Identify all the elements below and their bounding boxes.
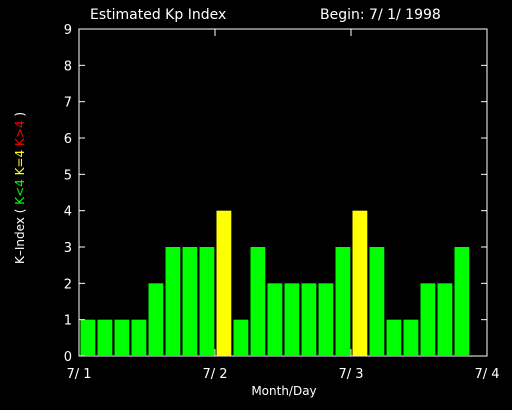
x-tick-label: 7/ 3: [338, 367, 363, 382]
kp-bar: [250, 247, 266, 356]
y-tick-label: 1: [64, 314, 72, 329]
kp-bar: [420, 283, 436, 356]
y-tick-label: 5: [64, 168, 72, 183]
kp-bar: [301, 283, 317, 356]
kp-bar: [80, 319, 96, 356]
kp-bar: [437, 283, 453, 356]
x-axis-label: Month/Day: [251, 384, 316, 398]
y-axis-label-part: K=4: [13, 150, 27, 179]
y-axis-label-part: K–Index (: [13, 209, 27, 264]
y-axis-label-part: K>4: [13, 120, 27, 149]
kp-bar: [369, 247, 385, 356]
kp-bar: [318, 283, 334, 356]
y-tick-label: 2: [64, 277, 72, 292]
y-tick-label: 3: [64, 241, 72, 256]
kp-bar: [148, 283, 164, 356]
plot-frame: [78, 28, 488, 357]
y-axis-label: K–Index ( K<4 K=4 K>4 ): [13, 112, 27, 264]
kp-bar: [454, 247, 470, 356]
kp-bar: [335, 247, 351, 356]
begin-date-label: Begin: 7/ 1/ 1998: [320, 7, 441, 23]
chart-title: Estimated Kp Index: [90, 7, 226, 23]
kp-bar: [131, 319, 147, 356]
kp-bar: [284, 283, 300, 356]
kp-bar: [182, 247, 198, 356]
y-tick-label: 8: [64, 59, 72, 74]
kp-bar: [199, 247, 215, 356]
x-tick-label: 7/ 1: [66, 367, 91, 382]
x-tick-label: 7/ 2: [202, 367, 227, 382]
kp-bar: [352, 210, 368, 356]
kp-bar: [267, 283, 283, 356]
x-axis: 7/ 1 7/ 2 7/ 3 7/ 4: [66, 29, 500, 382]
y-tick-label: 4: [64, 205, 72, 220]
y-axis: 0 1 2 3 4 5 6 7 8 9: [64, 23, 487, 365]
kp-bar: [216, 210, 232, 356]
x-tick-label: 7/ 4: [474, 367, 499, 382]
bars-group: [80, 210, 470, 356]
y-axis-label-part: ): [13, 112, 27, 121]
y-tick-label: 7: [64, 96, 72, 111]
kp-bar: [165, 247, 181, 356]
kp-bar: [97, 319, 113, 356]
y-tick-label: 6: [64, 132, 72, 147]
y-tick-label: 9: [64, 23, 72, 38]
kp-bar: [233, 319, 249, 356]
y-tick-label: 0: [64, 350, 72, 365]
kp-bar: [386, 319, 402, 356]
kp-bar: [403, 319, 419, 356]
kp-bar: [114, 319, 130, 356]
y-axis-label-part: K<4: [13, 179, 27, 208]
